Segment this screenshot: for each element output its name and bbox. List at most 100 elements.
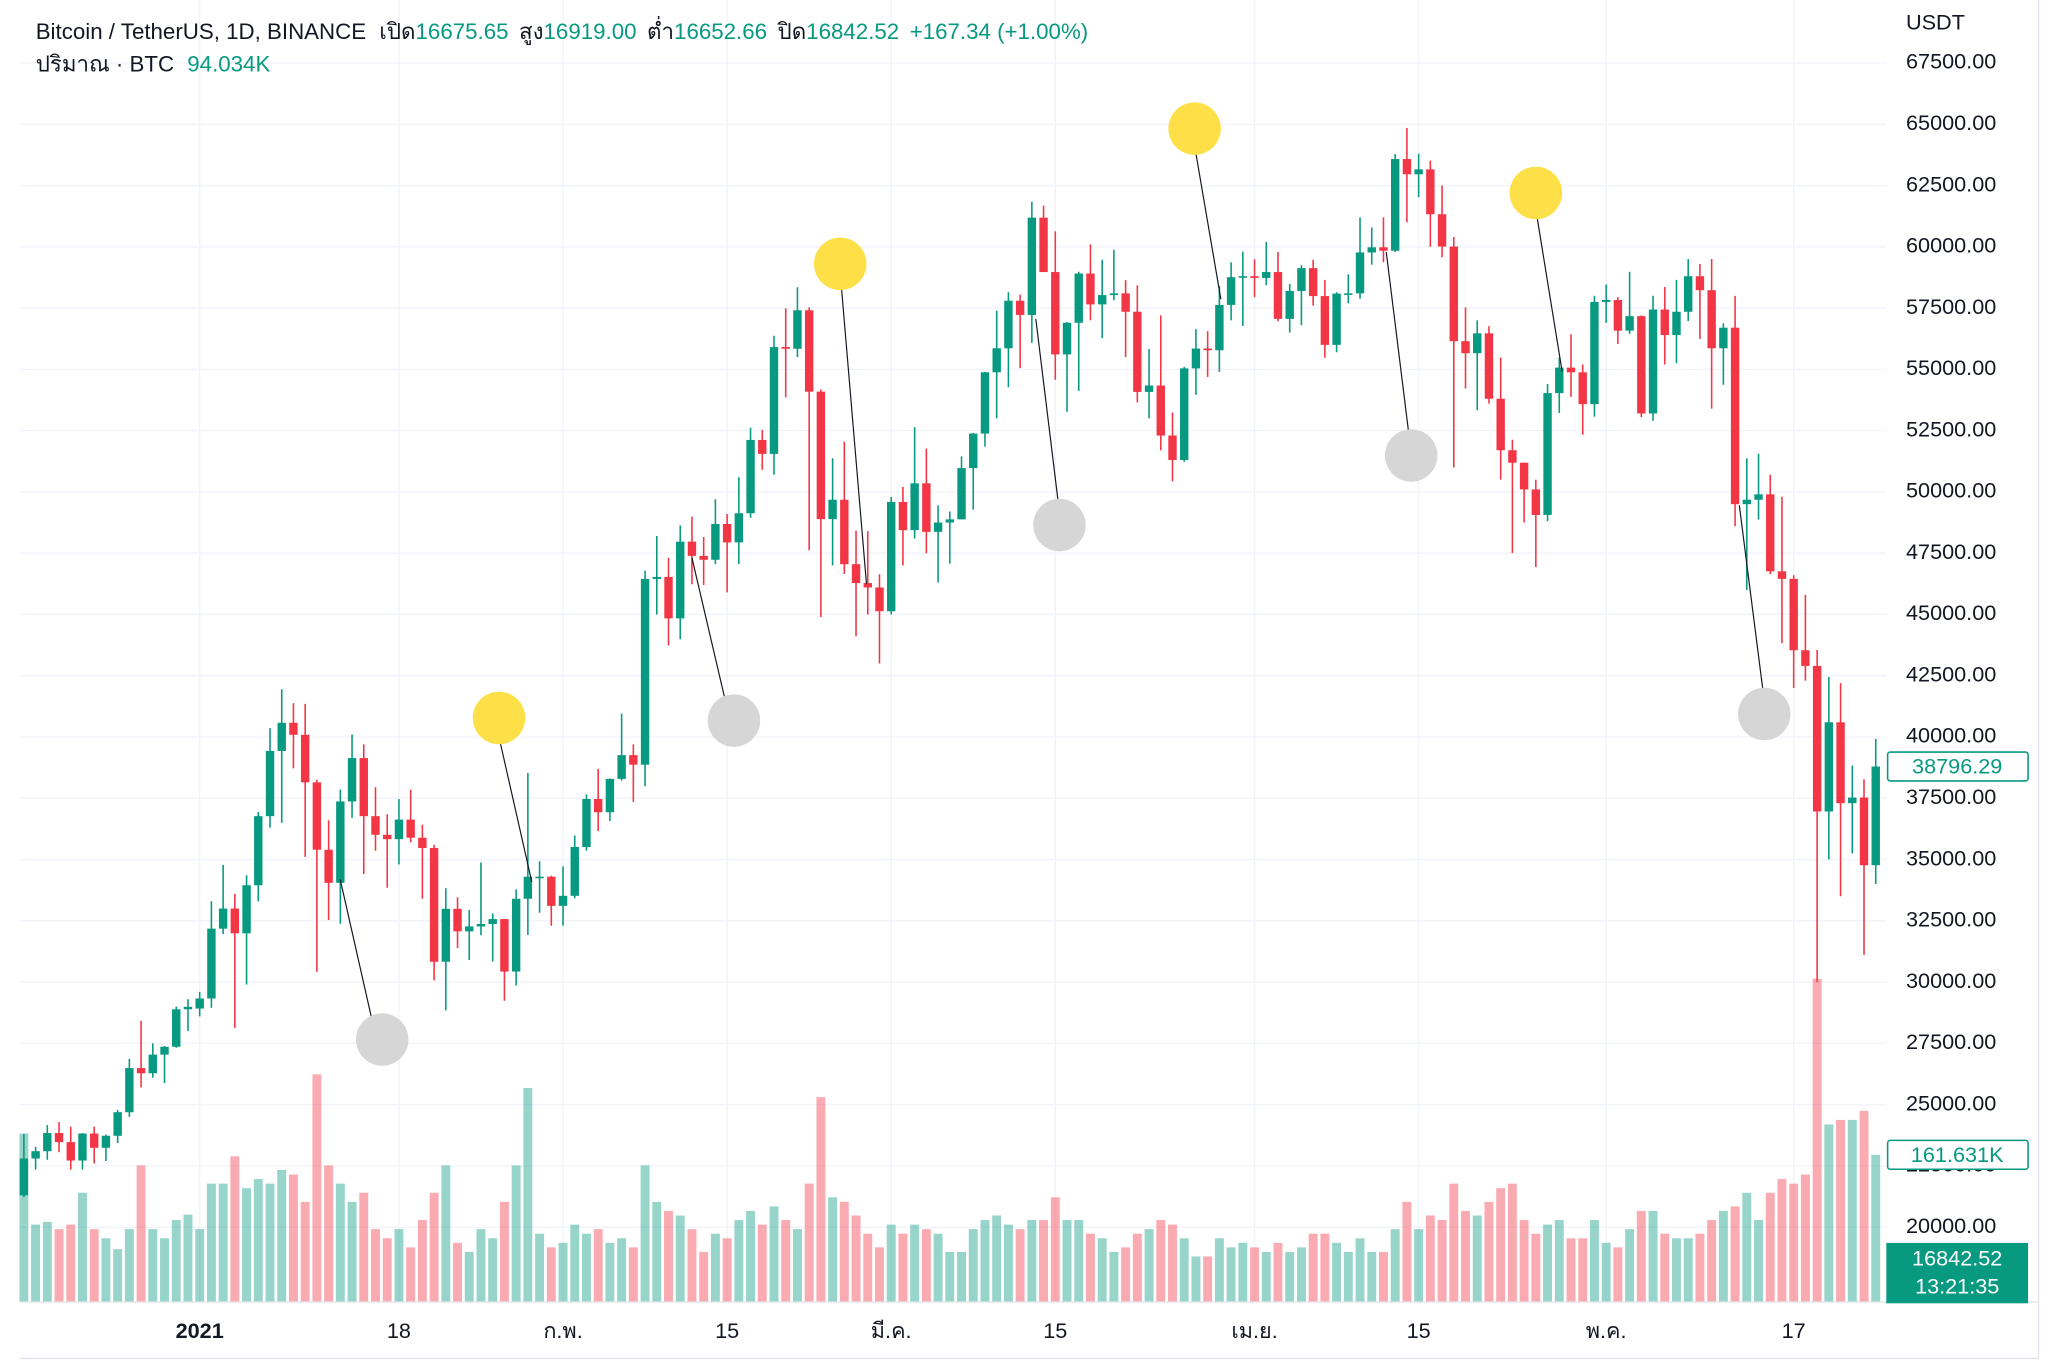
volume-bar: [593, 1229, 603, 1302]
volume-bar: [1507, 1183, 1517, 1302]
volume-bar: [54, 1229, 64, 1302]
annotations: [339, 102, 1791, 1066]
candle-body: [593, 798, 603, 813]
y-tick-label: 52500.00: [1906, 416, 1996, 441]
y-tick-label: 47500.00: [1906, 539, 1996, 564]
volume-bar: [300, 1201, 310, 1302]
candle-body: [195, 998, 204, 1009]
annotation-circle: [707, 694, 761, 747]
volume-bar: [1519, 1220, 1529, 1302]
volume-bar: [710, 1233, 720, 1302]
volume-bar: [359, 1192, 369, 1302]
annotation-line: [1195, 153, 1222, 300]
volume-bar: [183, 1214, 193, 1302]
volume-bar: [1800, 1174, 1810, 1302]
volume-bar: [1379, 1251, 1388, 1302]
candle-body: [1859, 797, 1869, 866]
candle-body: [89, 1133, 99, 1148]
volume-bar: [1156, 1220, 1166, 1302]
candle-body: [1742, 499, 1752, 505]
candle-body: [125, 1068, 134, 1113]
candle-body: [863, 583, 872, 588]
volume-bar: [277, 1169, 287, 1302]
volume-bar: [1648, 1210, 1658, 1302]
volume-bar: [1718, 1210, 1728, 1302]
annotation-line: [1385, 251, 1410, 432]
volume-bar: [957, 1251, 966, 1302]
candle-body: [1297, 268, 1306, 291]
candle-body: [804, 310, 814, 392]
y-tick-label: 62500.00: [1906, 171, 1996, 196]
volume-bar: [1097, 1238, 1107, 1302]
volume-bar: [218, 1183, 228, 1302]
candle-body: [1707, 290, 1716, 349]
volume-bar: [828, 1197, 838, 1302]
volume-bar: [1660, 1233, 1670, 1302]
candle-body: [1097, 295, 1107, 305]
volume-bar: [570, 1224, 580, 1302]
volume-bar: [792, 1229, 802, 1302]
volume-bar: [429, 1192, 439, 1302]
volume-bar: [1777, 1179, 1787, 1302]
high-value: 16919.00: [544, 19, 637, 44]
candle-body: [418, 837, 427, 849]
annotation-line: [840, 288, 868, 585]
candle-body: [816, 391, 826, 520]
candle-body: [1226, 277, 1236, 305]
volume-bar: [1168, 1224, 1177, 1302]
y-axis-unit: USDT: [1906, 9, 1965, 34]
candle-body: [769, 347, 779, 454]
volume-bar: [511, 1165, 521, 1302]
candle-body: [945, 519, 955, 523]
candle-body: [687, 541, 697, 556]
volume-bar: [640, 1165, 650, 1302]
volume-bar: [1296, 1247, 1306, 1302]
candle-body: [922, 483, 931, 532]
candle-body: [1637, 316, 1646, 414]
candle-body: [1144, 385, 1154, 392]
volume-bar: [265, 1183, 275, 1302]
candle-body: [1473, 333, 1482, 354]
candle-body: [1133, 311, 1142, 392]
annotation-line: [691, 557, 726, 699]
volume-bar: [160, 1238, 169, 1302]
y-tick-label: 67500.00: [1906, 49, 1996, 74]
volume-bar: [113, 1249, 123, 1302]
candle-body: [113, 1112, 122, 1136]
volume-bar: [1847, 1119, 1857, 1302]
candle-body: [324, 849, 333, 883]
annotation-circle: [1738, 687, 1791, 741]
candle-body: [1344, 293, 1353, 295]
candle-body: [347, 758, 357, 802]
volume-bar: [1531, 1233, 1541, 1302]
candle-body: [676, 541, 685, 619]
x-tick-label: 15: [1043, 1318, 1067, 1343]
volume-bar: [886, 1224, 896, 1302]
candle-body: [429, 848, 439, 962]
volume-bar: [1425, 1215, 1435, 1302]
x-tick-label: 18: [387, 1318, 411, 1343]
candle-body: [148, 1054, 158, 1074]
volume-header: ปริมาณ · BTC 94.034K: [36, 52, 271, 77]
candle-body: [453, 908, 462, 932]
candle-body: [1039, 217, 1048, 273]
volume-bar: [417, 1220, 427, 1302]
candle-body: [488, 919, 497, 924]
candle-body: [1812, 665, 1822, 812]
volume-bar: [1121, 1247, 1131, 1302]
volume-bar: [1191, 1256, 1201, 1302]
volume-bar: [1730, 1206, 1740, 1302]
candle-body: [277, 722, 286, 751]
volume-bar: [980, 1220, 990, 1302]
candle-body: [1437, 214, 1447, 247]
candle-body: [1601, 299, 1611, 302]
current-price-tag: [1886, 1242, 2029, 1304]
volume-bar: [464, 1251, 474, 1302]
candle-body: [242, 885, 251, 934]
candle-body: [254, 816, 263, 886]
candle-body: [1871, 766, 1880, 866]
volume-bar: [476, 1229, 486, 1302]
volume-bar: [1496, 1188, 1506, 1302]
volume-bar: [1273, 1242, 1283, 1302]
y-tick-label: 32500.00: [1906, 907, 1996, 932]
